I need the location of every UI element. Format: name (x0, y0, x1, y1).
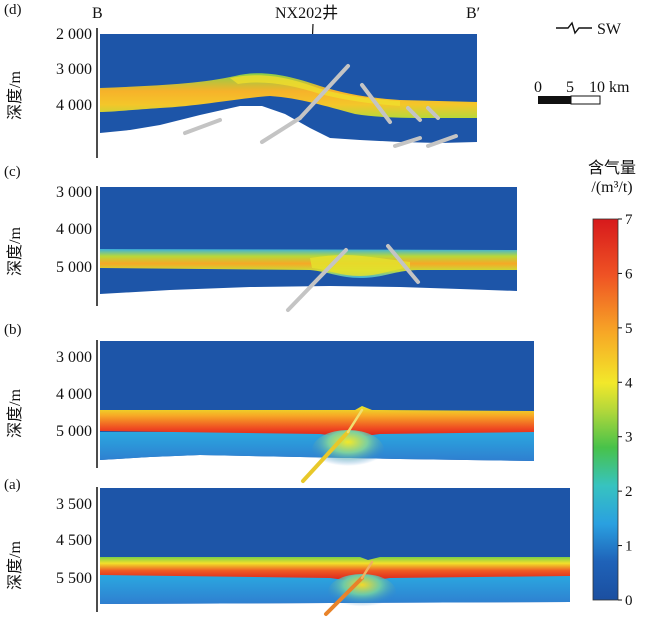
colorbar-tick-label: 2 (625, 484, 633, 500)
depth-tick: 5 000 (56, 259, 92, 276)
panel-d: (d) B B′ NX202井 2 000 3 000 4 000 深度/m (4, 2, 480, 158)
fault-lines (183, 64, 458, 148)
gas-band (100, 249, 517, 278)
scale-bar: 0 5 10 km (534, 79, 630, 105)
scale-tick: 10 km (589, 79, 630, 96)
colorbar-gradient (592, 218, 619, 601)
depth-axis-label: 深度/m (6, 389, 24, 438)
gas-halo (312, 430, 384, 470)
scale-bar-black-segment (538, 96, 571, 104)
fault-lines (286, 244, 420, 312)
colorbar-tick-label: 0 (625, 593, 633, 609)
depth-axis-label: 深度/m (6, 71, 24, 120)
colorbar: 含气量 /(m³/t) 0 1 2 3 4 5 6 7 (588, 159, 636, 609)
gas-band (100, 73, 477, 118)
section-start-marker: B (92, 5, 103, 22)
depth-tick: 3 500 (56, 496, 92, 513)
depth-tick: 4 500 (56, 532, 92, 549)
panel-b: (b) 3 000 4 000 5 000 深度/m (4, 322, 534, 483)
depth-tick: 3 000 (56, 349, 92, 366)
panel-a: (a) 3 500 4 500 5 500 深度/m (4, 477, 570, 616)
panel-label: (d) (4, 2, 22, 18)
depth-tick: 5 000 (56, 423, 92, 440)
direction-indicator: SW (556, 21, 622, 38)
depth-tick: 4 000 (56, 221, 92, 238)
colorbar-tick-label: 6 (625, 266, 633, 282)
colorbar-tick-label: 5 (625, 321, 633, 337)
scale-bar-white-segment (570, 95, 601, 105)
gas-band-highlight (230, 75, 400, 106)
well-label: NX202井 (275, 4, 338, 22)
colorbar-title: 含气量 (588, 159, 636, 177)
colorbar-tick-label: 4 (625, 375, 633, 391)
colorbar-unit: /(m³/t) (591, 179, 632, 196)
section-end-marker: B′ (466, 5, 480, 22)
depth-tick: 4 000 (56, 97, 92, 114)
fault-lines (324, 560, 374, 616)
depth-tick: 5 500 (56, 570, 92, 587)
panel-label: (b) (4, 322, 22, 338)
fault-lines (301, 408, 364, 483)
depth-tick: 3 000 (56, 61, 92, 78)
panel-c: (c) 3 000 4 000 5 000 深度/m (4, 164, 517, 312)
scale-tick: 5 (566, 79, 574, 96)
scale-tick: 0 (534, 79, 542, 96)
panel-label: (c) (4, 164, 21, 180)
depth-axis-label: 深度/m (6, 227, 24, 276)
depth-tick: 4 000 (56, 386, 92, 403)
colorbar-tick-label: 1 (625, 539, 633, 555)
panel-label: (a) (4, 477, 21, 493)
depth-axis-label: 深度/m (6, 541, 24, 590)
depth-tick: 2 000 (56, 26, 92, 43)
colorbar-tick-label: 3 (625, 430, 633, 446)
colorbar-tick-label: 7 (625, 212, 633, 228)
gas-halo (328, 574, 396, 610)
gas-band (100, 557, 570, 582)
direction-arrow-icon (556, 21, 592, 35)
section-body (100, 187, 517, 294)
gas-band (100, 406, 534, 438)
colorbar-ticks: 0 1 2 3 4 5 6 7 (618, 212, 633, 609)
direction-label: SW (597, 21, 622, 38)
depth-tick: 3 000 (56, 184, 92, 201)
